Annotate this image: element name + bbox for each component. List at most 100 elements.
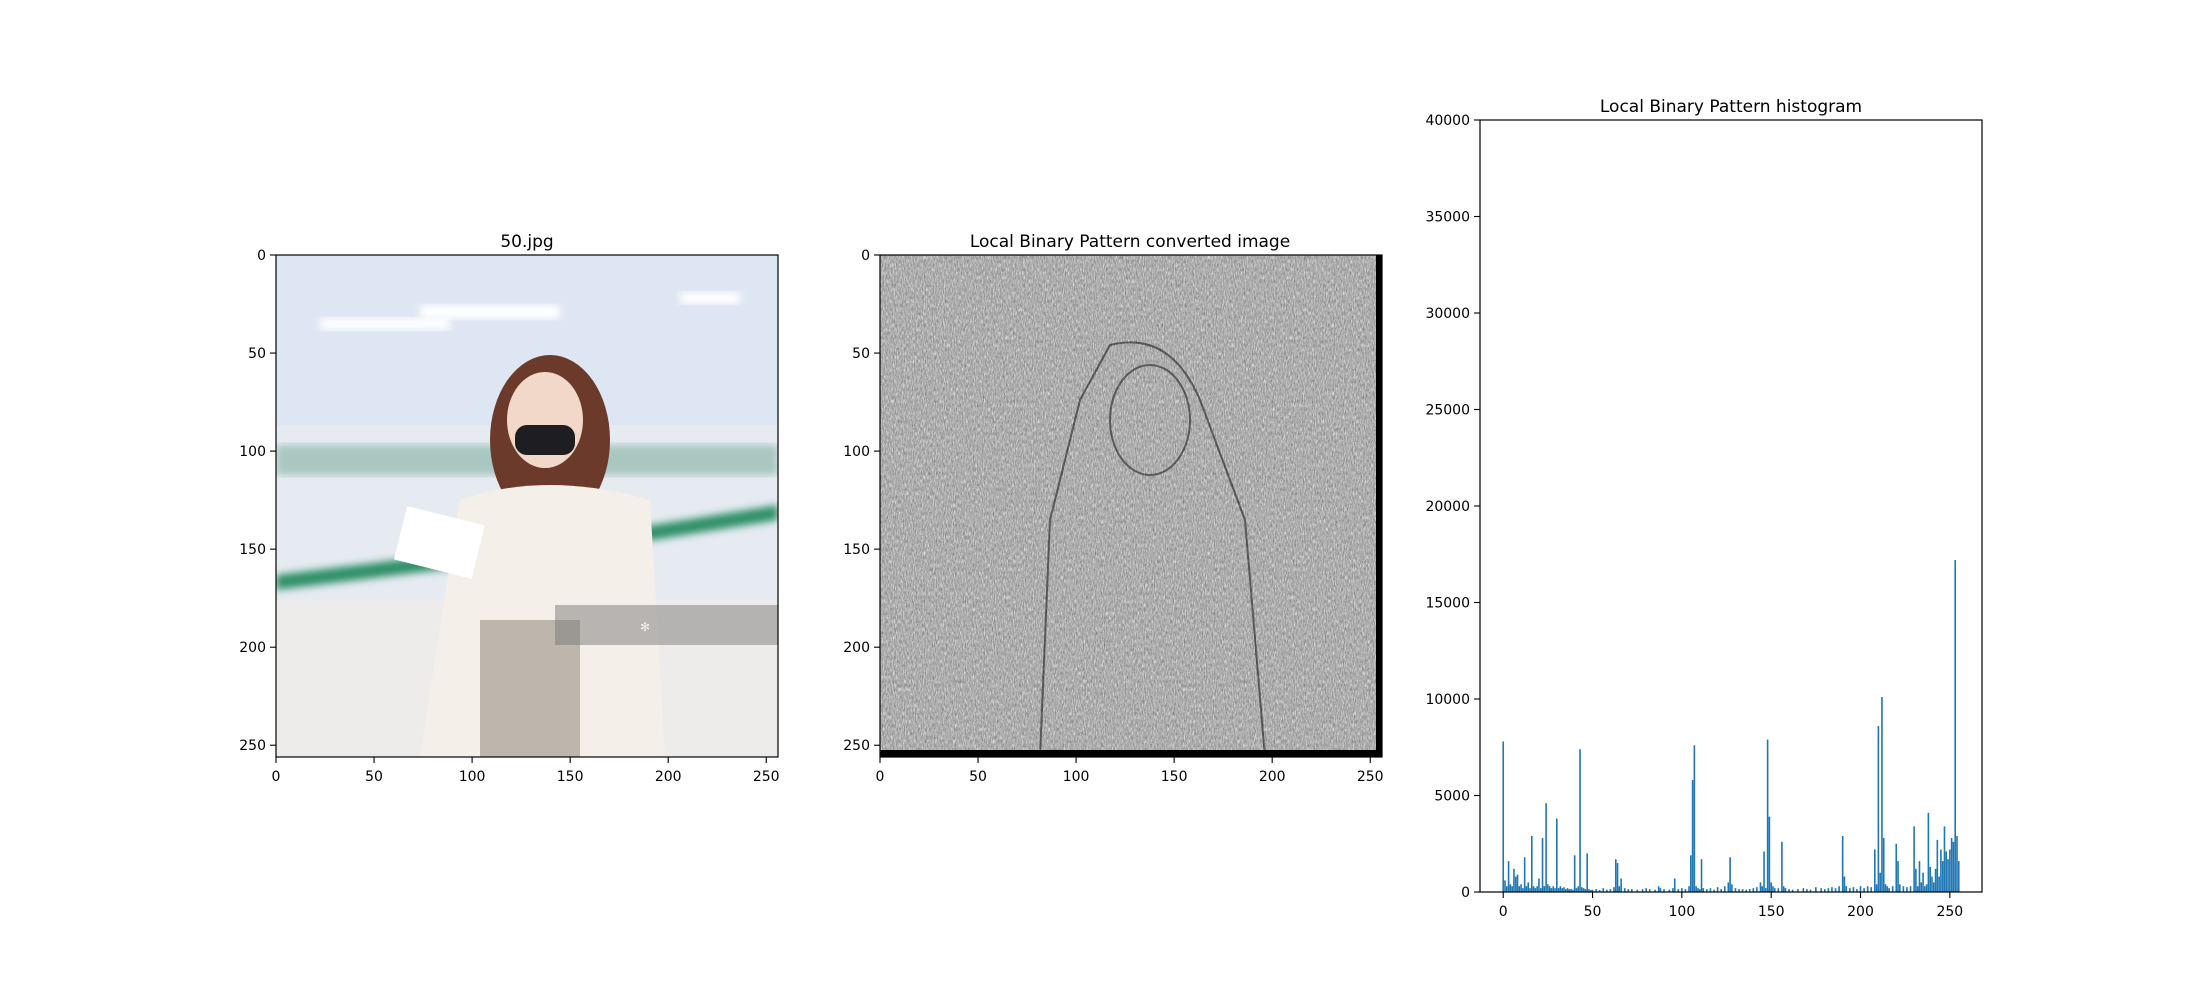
histogram-bar [1595,889,1597,892]
histogram-bar [1934,868,1937,892]
lbp-y-axis: 0 50 100 150 200 250 [843,248,880,754]
histogram-bar [1548,886,1551,892]
y-tick-label: 150 [843,542,870,558]
histogram-bar [1875,884,1878,892]
histogram-bar [1522,888,1524,892]
histogram-bar [1925,884,1928,892]
histogram-bar [1781,841,1783,892]
histogram-bar [1906,887,1908,892]
y-tick-label: 10000 [1425,692,1470,708]
histogram-bar [1949,849,1951,892]
histogram-bar [1616,863,1619,892]
histogram-bar [1884,884,1887,892]
histogram-bar [1620,878,1622,892]
histogram-bar [1602,888,1605,892]
histogram-bars [1502,560,1960,892]
histogram-bar [1941,861,1944,892]
histogram-bar [1631,889,1633,892]
histogram-bar [1882,837,1885,892]
x-tick-label: 0 [272,769,281,785]
histogram-bar [1550,888,1553,892]
histogram-bar [1886,886,1889,892]
histogram-bar [1713,889,1715,892]
histogram-bar [1627,889,1630,892]
histogram-bar [1920,882,1923,892]
histogram-bar [1741,889,1744,892]
histogram-bar [1654,889,1656,892]
histogram-bar [1734,888,1737,892]
histogram-bar [1745,889,1747,892]
histogram-bar [1598,890,1601,892]
histogram-bar [1531,836,1533,892]
lbp-x-axis: 0 50 100 150 200 250 [876,757,1384,785]
histogram-bar [1954,560,1957,892]
panel-lbp: Local Binary Pattern converted image 0 50… [843,232,1383,785]
histogram-bar [1645,888,1647,892]
histogram-bar [1922,872,1924,892]
histogram-bar [1511,886,1513,892]
histogram-bar [1827,888,1830,892]
histogram-bar [1866,886,1869,892]
histogram-bar [1672,888,1674,892]
y-tick-label: 200 [843,640,870,656]
histogram-bar [1729,857,1731,892]
histogram-bar [1554,888,1556,892]
y-tick-label: 35000 [1425,210,1470,226]
histogram-bar [1731,884,1733,892]
histogram-bar [1932,882,1935,892]
x-tick-label: 250 [753,769,780,785]
photo-image: ✻ [276,255,778,757]
histogram-bar [1902,886,1905,892]
histogram-bar [1695,886,1697,892]
histogram-bar [1723,886,1726,892]
histogram-bar [1538,878,1540,892]
histogram-bar [1874,849,1876,892]
histogram-bar [1759,882,1762,892]
histogram-bar [1716,887,1719,892]
histogram-bar [1927,812,1930,892]
histogram-bar [1509,884,1512,892]
y-tick-label: 30000 [1425,306,1470,322]
histogram-bar [1575,888,1578,892]
x-tick-label: 50 [969,769,987,785]
histogram-bar [1606,889,1608,892]
histogram-bar [1668,889,1671,892]
histogram-bar [1788,889,1790,892]
histogram-bar [1820,888,1823,892]
histogram-bar [1709,888,1712,892]
histogram-bar [1809,889,1812,892]
histogram-x-axis: 0 50 100 150 200 250 [1499,892,1963,920]
histogram-bar [1527,882,1530,892]
histogram-bar [1570,889,1572,892]
histogram-bar [1584,889,1587,892]
histogram-bar [1641,889,1644,892]
histogram-bar [1950,837,1953,892]
x-tick-label: 200 [1847,904,1874,920]
lbp-panel-title: Local Binary Pattern converted image [970,232,1290,252]
histogram-bar [1559,886,1562,892]
histogram-bar [1523,857,1526,892]
histogram-bar [1648,889,1651,892]
histogram-bar [1564,889,1567,892]
y-tick-label: 250 [843,738,870,754]
histogram-bar [1541,837,1544,892]
histogram-bar [1520,884,1522,892]
x-tick-label: 200 [1259,769,1286,785]
histogram-bar [1856,889,1858,892]
histogram-bar [1957,861,1960,892]
y-tick-label: 200 [239,640,266,656]
histogram-y-axis: 0 5000 10000 15000 20000 25000 30000 35000 40000 [1425,113,1480,901]
y-tick-label: 15000 [1425,596,1470,612]
histogram-bar [1938,876,1940,892]
histogram-bar [1815,887,1817,892]
histogram-bar [1663,889,1665,892]
histogram-bar [1897,861,1899,892]
histogram-bar [1516,874,1519,892]
y-tick-label: 100 [239,444,266,460]
x-tick-label: 0 [1499,904,1508,920]
histogram-bar [1916,886,1919,892]
histogram-bar [1589,890,1592,892]
panel-histogram: Local Binary Pattern histogram 0 50 100 150… [1425,97,1983,920]
histogram-bar [1852,887,1855,892]
y-tick-label: 0 [861,248,870,264]
